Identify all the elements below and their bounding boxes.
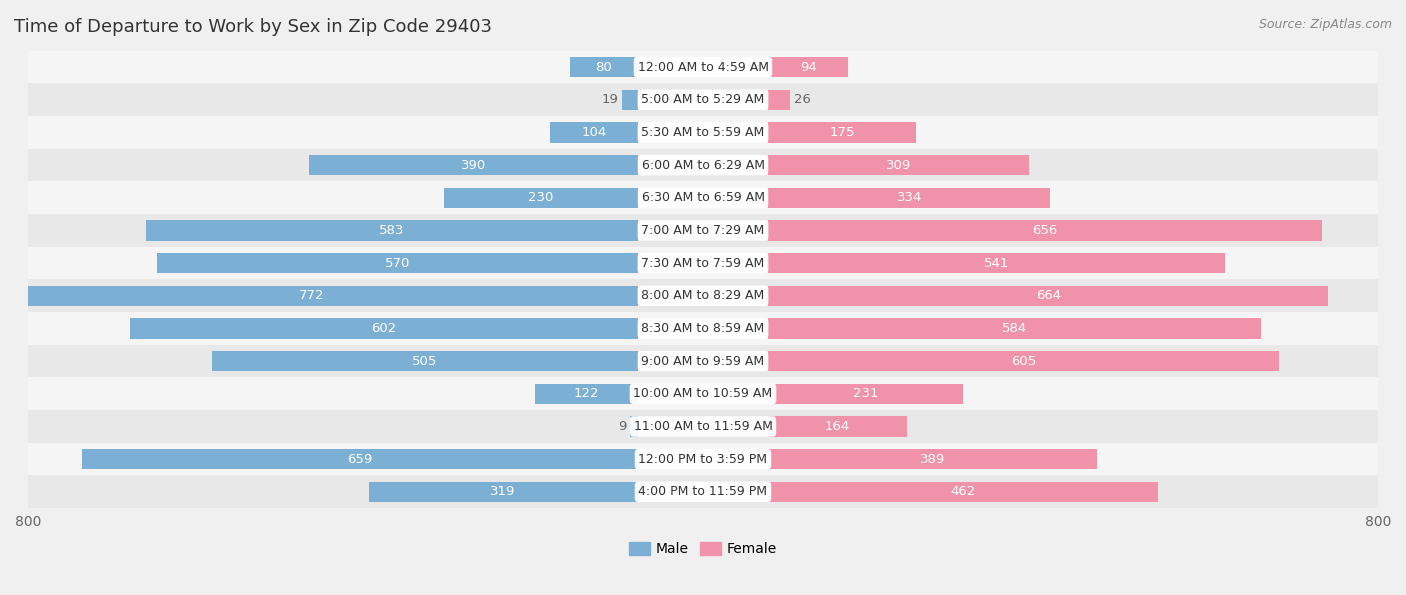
Text: 26: 26 xyxy=(793,93,810,107)
Bar xyxy=(28,280,1378,312)
Text: 772: 772 xyxy=(299,289,325,302)
Bar xyxy=(28,312,1378,345)
Bar xyxy=(28,83,1378,116)
Text: 5:00 AM to 5:29 AM: 5:00 AM to 5:29 AM xyxy=(641,93,765,107)
Text: Source: ZipAtlas.com: Source: ZipAtlas.com xyxy=(1258,18,1392,31)
Bar xyxy=(146,220,638,240)
Bar xyxy=(0,286,638,306)
Text: 122: 122 xyxy=(574,387,599,400)
Text: 319: 319 xyxy=(491,486,516,499)
Bar xyxy=(28,214,1378,247)
Text: Time of Departure to Work by Sex in Zip Code 29403: Time of Departure to Work by Sex in Zip … xyxy=(14,18,492,36)
Text: 602: 602 xyxy=(371,322,396,335)
Text: 462: 462 xyxy=(950,486,976,499)
Bar xyxy=(768,57,848,77)
Bar xyxy=(768,187,1050,208)
Text: 389: 389 xyxy=(920,453,945,466)
Bar xyxy=(630,416,638,437)
Text: 4:00 PM to 11:59 PM: 4:00 PM to 11:59 PM xyxy=(638,486,768,499)
Text: 7:30 AM to 7:59 AM: 7:30 AM to 7:59 AM xyxy=(641,256,765,270)
Bar xyxy=(768,122,915,143)
Text: 583: 583 xyxy=(380,224,405,237)
Bar xyxy=(768,90,790,110)
Bar xyxy=(768,416,907,437)
Bar xyxy=(28,149,1378,181)
Text: 584: 584 xyxy=(1002,322,1028,335)
Text: 19: 19 xyxy=(602,93,619,107)
Text: 9: 9 xyxy=(619,420,627,433)
Text: 6:30 AM to 6:59 AM: 6:30 AM to 6:59 AM xyxy=(641,191,765,204)
Bar xyxy=(82,449,638,469)
Text: 11:00 AM to 11:59 AM: 11:00 AM to 11:59 AM xyxy=(634,420,772,433)
Bar xyxy=(28,181,1378,214)
Text: 94: 94 xyxy=(800,61,817,74)
Text: 5:30 AM to 5:59 AM: 5:30 AM to 5:59 AM xyxy=(641,126,765,139)
Text: 8:00 AM to 8:29 AM: 8:00 AM to 8:29 AM xyxy=(641,289,765,302)
Text: 12:00 PM to 3:59 PM: 12:00 PM to 3:59 PM xyxy=(638,453,768,466)
Bar xyxy=(550,122,638,143)
Text: 541: 541 xyxy=(984,256,1010,270)
Bar xyxy=(28,475,1378,508)
Text: 659: 659 xyxy=(347,453,373,466)
Text: 10:00 AM to 10:59 AM: 10:00 AM to 10:59 AM xyxy=(634,387,772,400)
Text: 231: 231 xyxy=(853,387,879,400)
Text: 9:00 AM to 9:59 AM: 9:00 AM to 9:59 AM xyxy=(641,355,765,368)
Bar xyxy=(768,155,1029,175)
Text: 104: 104 xyxy=(581,126,606,139)
Bar xyxy=(28,410,1378,443)
Text: 334: 334 xyxy=(897,191,922,204)
Text: 390: 390 xyxy=(461,158,485,171)
Text: 175: 175 xyxy=(830,126,855,139)
Bar xyxy=(768,482,1159,502)
Text: 12:00 AM to 4:59 AM: 12:00 AM to 4:59 AM xyxy=(637,61,769,74)
Bar xyxy=(768,449,1097,469)
Bar xyxy=(28,247,1378,280)
Text: 230: 230 xyxy=(527,191,554,204)
Text: 164: 164 xyxy=(825,420,851,433)
Text: 605: 605 xyxy=(1011,355,1036,368)
Bar xyxy=(768,384,963,404)
Bar xyxy=(28,116,1378,149)
Text: 505: 505 xyxy=(412,355,437,368)
Text: 656: 656 xyxy=(1032,224,1057,237)
Bar xyxy=(768,286,1329,306)
Text: 570: 570 xyxy=(384,256,411,270)
Text: 6:00 AM to 6:29 AM: 6:00 AM to 6:29 AM xyxy=(641,158,765,171)
Text: 8:30 AM to 8:59 AM: 8:30 AM to 8:59 AM xyxy=(641,322,765,335)
Bar xyxy=(534,384,638,404)
Bar xyxy=(768,351,1278,371)
Bar xyxy=(28,443,1378,475)
Text: 7:00 AM to 7:29 AM: 7:00 AM to 7:29 AM xyxy=(641,224,765,237)
Bar xyxy=(212,351,638,371)
Bar xyxy=(28,377,1378,410)
Text: 80: 80 xyxy=(596,61,612,74)
Bar xyxy=(368,482,638,502)
Text: 664: 664 xyxy=(1036,289,1062,302)
Legend: Male, Female: Male, Female xyxy=(630,542,776,556)
Bar xyxy=(444,187,638,208)
Bar xyxy=(28,345,1378,377)
Bar xyxy=(768,220,1322,240)
Bar xyxy=(571,57,638,77)
Bar xyxy=(309,155,638,175)
Bar xyxy=(28,51,1378,83)
Bar xyxy=(129,318,638,339)
Text: 309: 309 xyxy=(886,158,911,171)
Bar xyxy=(768,318,1261,339)
Bar xyxy=(157,253,638,273)
Bar xyxy=(621,90,638,110)
Bar xyxy=(768,253,1225,273)
